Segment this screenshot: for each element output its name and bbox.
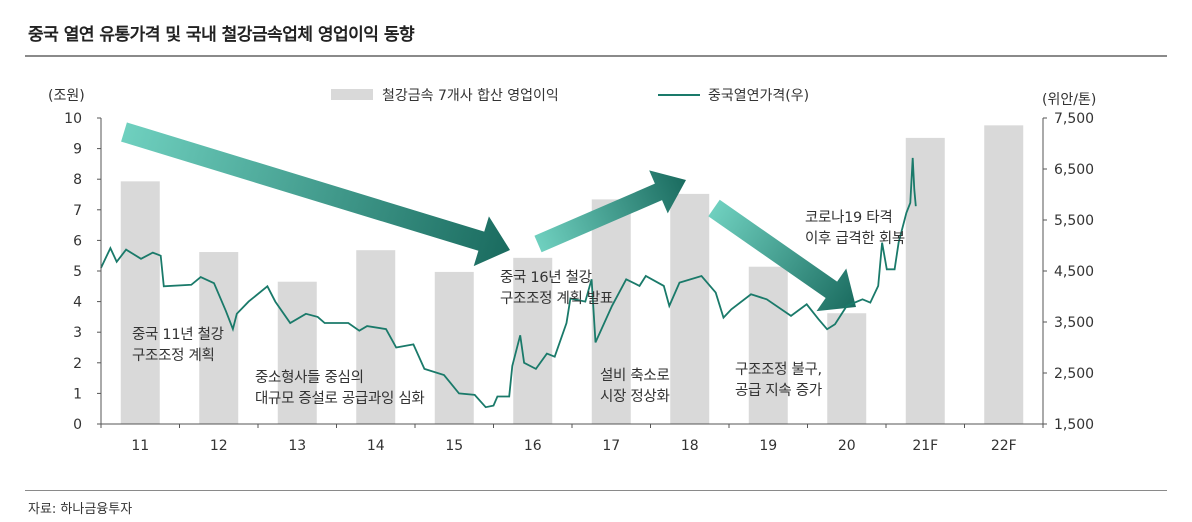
bar-12: [199, 252, 239, 424]
bar-14: [356, 250, 396, 424]
x-tick-label: 20: [838, 438, 856, 454]
left-tick-label: 8: [73, 172, 82, 188]
left-tick-label: 2: [73, 356, 82, 372]
x-tick-label: 22F: [991, 438, 1017, 454]
annotation-supply-increase: 구조조정 불구, 공급 지속 증가: [735, 360, 822, 402]
bar-22F: [984, 125, 1024, 425]
left-tick-label: 5: [73, 264, 82, 280]
chart-title: 중국 열연 유통가격 및 국내 철강금속업체 영업이익 동향: [28, 25, 415, 45]
bar-21F: [905, 137, 945, 424]
bar-19: [748, 266, 788, 424]
left-axis-label: (조원): [48, 88, 85, 104]
bar-20: [827, 313, 867, 424]
right-tick-label: 3,500: [1054, 315, 1094, 331]
annotation-line: 중국 11년 철강: [132, 327, 224, 343]
legend-line-label: 중국열연가격(우): [708, 88, 809, 104]
left-tick-label: 0: [73, 417, 82, 433]
arrow-shape: [121, 122, 510, 267]
left-tick-label: 3: [73, 325, 82, 341]
x-tick-label: 13: [288, 438, 306, 454]
x-tick-label: 11: [131, 438, 149, 454]
right-tick-label: 4,500: [1054, 264, 1094, 280]
left-tick-label: 4: [73, 295, 82, 311]
x-tick-label: 16: [524, 438, 542, 454]
left-tick-label: 10: [64, 111, 82, 127]
annotation-line: 설비 축소로: [600, 368, 670, 384]
footer-divider: [25, 490, 1167, 491]
annotation-line: 중국 16년 철강: [500, 270, 592, 286]
annotation-line: 공급 지속 증가: [735, 383, 822, 399]
x-tick-label: 17: [602, 438, 620, 454]
bar-11: [120, 181, 160, 424]
left-tick-label: 1: [73, 386, 82, 402]
x-tick-label: 14: [367, 438, 385, 454]
annotation-line: 시장 정상화: [600, 389, 670, 405]
legend-bar-label: 철강금속 7개사 합산 영업이익: [382, 88, 559, 104]
arrow-shape: [534, 170, 686, 253]
hot-rolled-price-line: [100, 157, 917, 409]
annotation-line: 구조조정 불구,: [735, 362, 822, 378]
downtrend-arrow-icon: [121, 122, 510, 267]
right-tick-label: 5,500: [1054, 213, 1094, 229]
x-tick-label: 19: [759, 438, 777, 454]
bar-18: [670, 193, 710, 424]
x-tick-label: 12: [210, 438, 228, 454]
arrow-shape: [708, 199, 856, 312]
x-tick-label: 21F: [912, 438, 938, 454]
title-divider: [25, 55, 1167, 57]
annotation-line: 구조조정 계획: [132, 348, 215, 364]
bar-15: [434, 271, 474, 424]
source-note: 자료: 하나금융투자: [28, 502, 133, 517]
annotation-line: 중소형사들 중심의: [255, 370, 364, 386]
bar-13: [277, 281, 317, 424]
right-axis-label: (위안/톤): [1042, 92, 1096, 108]
annotation-line: 코로나19 타격: [805, 210, 893, 226]
x-tick-label: 18: [681, 438, 699, 454]
annotation-line: 구조조정 계획 발표: [500, 291, 613, 307]
annotation-line: 대규모 증설로 공급과잉 심화: [255, 391, 425, 407]
right-tick-label: 1,500: [1054, 417, 1094, 433]
bar-17: [591, 199, 631, 424]
annotation-line: 이후 급격한 회복: [805, 231, 905, 247]
bar-16: [513, 257, 553, 424]
x-tick-label: 15: [445, 438, 463, 454]
legend-bar-swatch: [331, 89, 373, 100]
left-tick-label: 9: [73, 142, 82, 158]
right-tick-label: 2,500: [1054, 366, 1094, 382]
uptrend-arrow-icon: [534, 170, 686, 253]
left-tick-label: 7: [73, 203, 82, 219]
left-tick-label: 6: [73, 233, 82, 249]
downtrend-arrow-icon: [708, 199, 856, 312]
right-tick-label: 7,500: [1054, 111, 1094, 127]
right-tick-label: 6,500: [1054, 162, 1094, 178]
